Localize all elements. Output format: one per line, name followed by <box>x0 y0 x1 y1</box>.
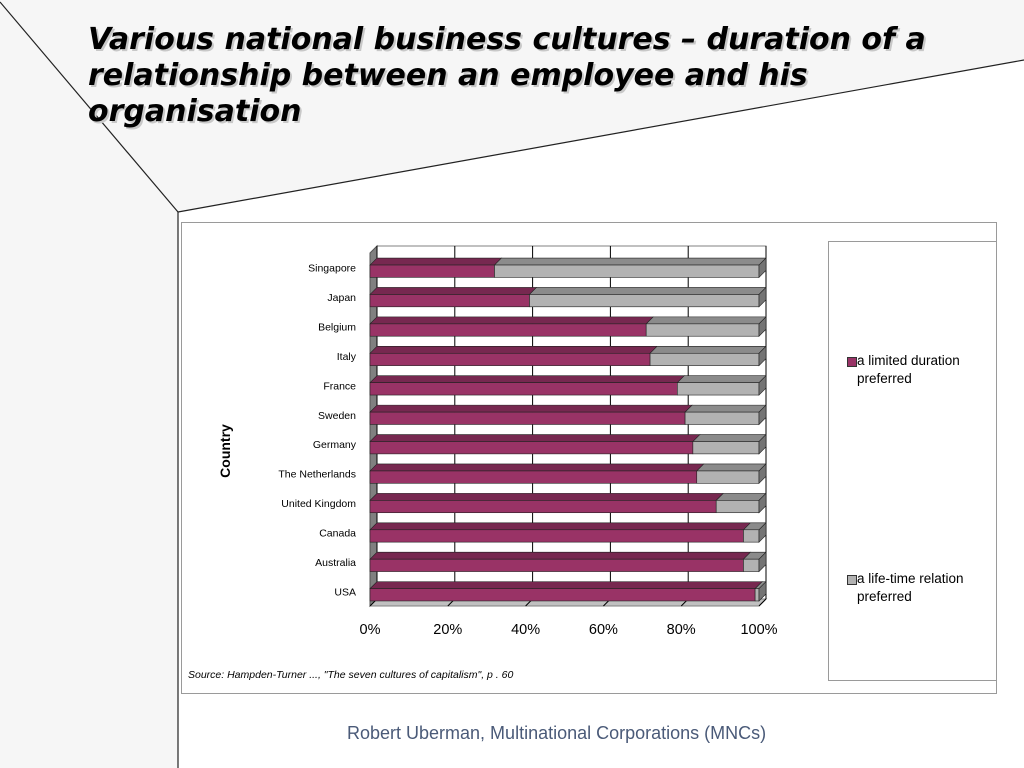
bar-belgium-series-1-side <box>758 316 767 337</box>
x-tick-label: 40% <box>511 622 540 638</box>
legend-item-limited-duration: a limited duration preferred <box>847 352 987 388</box>
x-tick-label: 60% <box>589 622 618 638</box>
bar-australia-series-1 <box>743 558 760 572</box>
bar-belgium-series-0-top <box>369 316 654 325</box>
frame-diagonal-line <box>0 1 179 213</box>
bar-germany-series-0-top <box>369 434 701 442</box>
y-tick-label: Belgium <box>318 322 356 334</box>
bar-japan-series-1-side <box>758 286 767 308</box>
bar-sweden-series-0 <box>369 411 686 425</box>
bar-australia-series-1-side <box>758 551 767 573</box>
bar-singapore-series-0 <box>369 264 495 278</box>
y-tick-label: Sweden <box>318 410 356 422</box>
bar-germany-series-1-side <box>758 433 767 455</box>
bar-sweden-series-1 <box>684 411 760 425</box>
bar-japan-series-1 <box>529 294 760 308</box>
x-tick-label: 80% <box>667 622 696 638</box>
x-tick-label: 20% <box>433 622 462 638</box>
bar-sweden-series-1-side <box>758 404 767 426</box>
y-axis-label: Country <box>217 424 233 478</box>
bar-japan-series-0 <box>369 294 530 308</box>
bar-the-netherlands-series-0 <box>369 470 698 484</box>
legend-item-life-time-relation: a life-time relation preferred <box>847 570 987 606</box>
frame-horizon-line <box>177 59 1024 213</box>
y-tick-label: Canada <box>319 527 356 539</box>
bar-united-kingdom-series-0 <box>369 500 717 514</box>
bar-usa-series-1-side <box>758 580 767 602</box>
bar-united-kingdom-series-0-top <box>369 493 724 501</box>
bar-france-series-1-top <box>676 375 767 383</box>
y-tick-label: France <box>323 380 356 392</box>
bar-france-series-0-top <box>369 375 686 383</box>
bar-germany-series-1 <box>692 441 760 455</box>
bar-canada-series-0-top <box>369 522 752 531</box>
y-tick-label: Singapore <box>308 263 356 275</box>
bar-united-kingdom-series-1-top <box>715 493 767 501</box>
y-tick-label: Germany <box>313 439 357 451</box>
bar-singapore-series-0-top <box>369 257 503 266</box>
y-tick-label: USA <box>334 586 356 598</box>
bar-japan-series-0-top <box>369 287 538 295</box>
bar-sweden-series-0-top <box>369 404 693 413</box>
bar-united-kingdom-series-1-side <box>758 492 767 514</box>
bar-australia-series-0 <box>369 558 744 572</box>
bar-canada-series-0 <box>369 529 744 543</box>
source-note: Source: Hampden-Turner ..., "The seven c… <box>188 669 514 681</box>
y-tick-label: The Netherlands <box>278 469 356 481</box>
chart-legend: a limited duration preferred a life-time… <box>828 241 997 681</box>
bar-the-netherlands-series-0-top <box>369 463 705 472</box>
bar-italy-series-0 <box>369 352 651 366</box>
legend-swatch-life-time-relation <box>847 575 857 585</box>
bar-chart: 0% 20% 40% 60% 80% 100% Singapore Japan Belgium I… <box>278 244 778 638</box>
bar-united-kingdom-series-1 <box>715 500 760 514</box>
x-floor-gridline <box>758 598 767 607</box>
bar-italy-series-1-top <box>649 345 767 354</box>
legend-label-limited-duration: a limited duration preferred <box>857 353 960 386</box>
bar-the-netherlands-series-1 <box>696 470 760 484</box>
bar-germany-series-0 <box>369 441 694 455</box>
x-tick-label: 100% <box>740 622 777 638</box>
bar-usa-series-1 <box>754 588 760 602</box>
bar-italy-series-1 <box>649 352 760 366</box>
bar-france-series-1-side <box>758 374 767 396</box>
y-tick-label: Italy <box>337 351 357 363</box>
bar-australia-series-0-top <box>369 551 752 560</box>
legend-swatch-limited-duration <box>847 357 857 367</box>
y-tick-label: Japan <box>327 292 356 304</box>
bar-sweden-series-1-top <box>684 404 767 413</box>
bar-usa-series-0-top <box>369 581 763 589</box>
bar-canada-series-1 <box>743 529 760 543</box>
bar-singapore-series-1-top <box>493 257 767 266</box>
bar-france-series-0 <box>369 382 678 396</box>
y-tick-label: Australia <box>315 557 356 569</box>
bar-germany-series-1-top <box>692 434 767 442</box>
bar-the-netherlands-series-1-side <box>758 463 767 485</box>
y-tick-label: United Kingdom <box>281 498 356 510</box>
bar-france-series-1 <box>677 382 760 396</box>
bar-the-netherlands-series-1-top <box>696 463 767 472</box>
bar-belgium-series-1-top <box>645 316 767 325</box>
bar-italy-series-1-side <box>758 345 767 367</box>
bar-belgium-series-1 <box>645 323 760 337</box>
bar-usa-series-0 <box>369 588 756 602</box>
chart-panel: 0% 20% 40% 60% 80% 100% Singapore Japan Belgium I… <box>181 222 997 694</box>
bar-italy-series-0-top <box>369 345 658 354</box>
legend-label-life-time-relation: a life-time relation preferred <box>857 571 964 604</box>
x-tick-label: 0% <box>360 622 381 638</box>
bar-canada-series-1-side <box>758 522 767 543</box>
slide-title: Various national business cultures – dur… <box>88 22 926 129</box>
bar-japan-series-1-top <box>528 287 767 295</box>
footer-text: Robert Uberman, Multinational Corporatio… <box>347 723 767 743</box>
bar-singapore-series-1 <box>494 264 760 278</box>
bar-belgium-series-0 <box>369 323 647 337</box>
bar-singapore-series-1-side <box>758 257 767 279</box>
